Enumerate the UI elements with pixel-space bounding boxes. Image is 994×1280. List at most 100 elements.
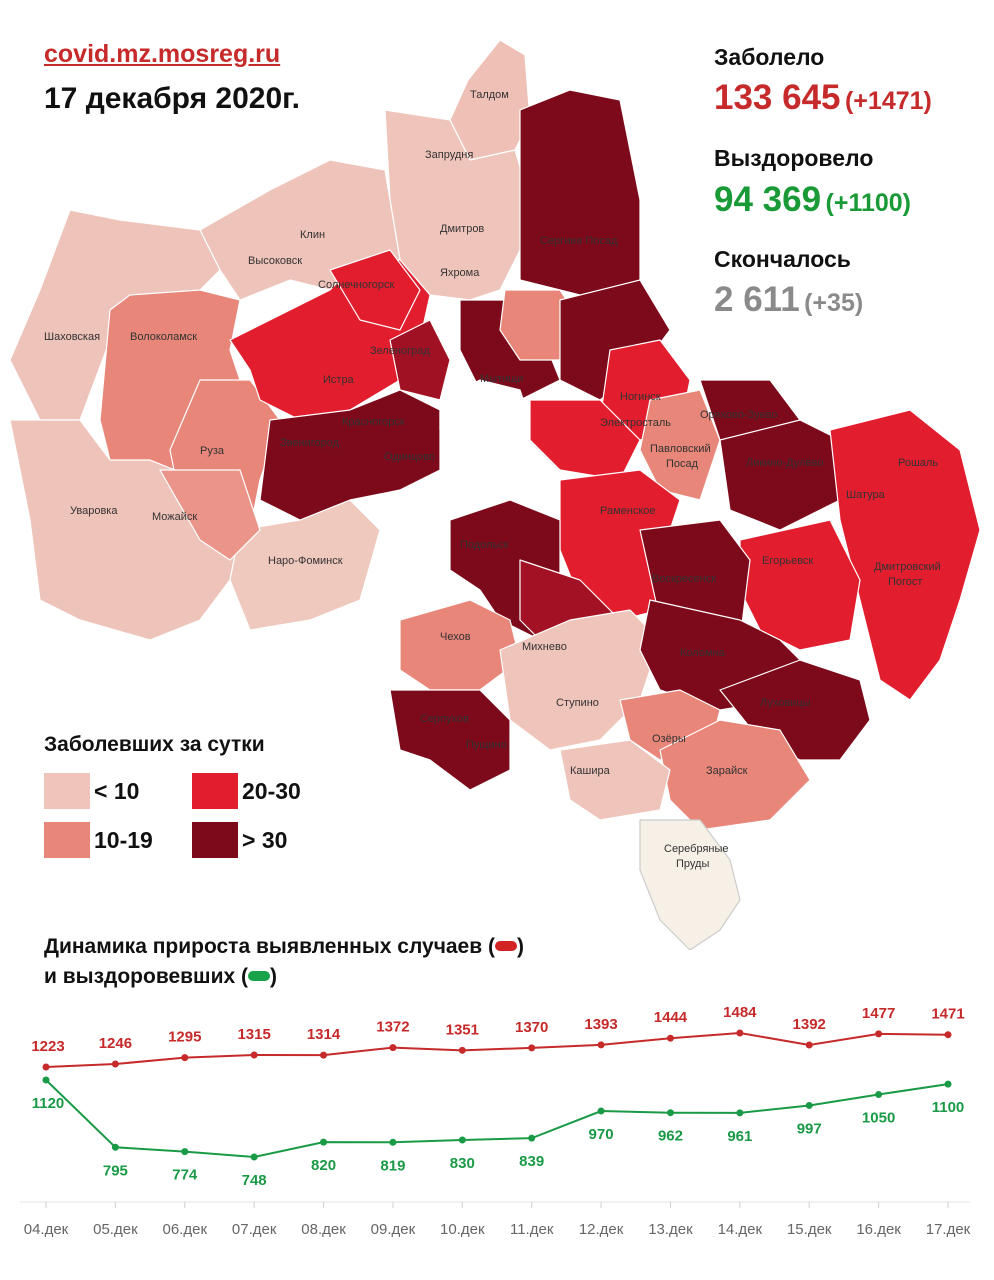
recovered-point xyxy=(111,1143,119,1151)
map-town-labels: Талдом Запрудня Клин Высоковск Дмитров Я… xyxy=(44,89,941,870)
cases-point xyxy=(250,1051,258,1059)
site-link[interactable]: covid.mz.mosreg.ru xyxy=(44,40,281,68)
legend-title: Заболевших за сутки xyxy=(44,733,265,756)
cases-data-label: 1372 xyxy=(376,1019,409,1036)
map-region-shatura xyxy=(829,409,981,701)
map-region-sergiev xyxy=(519,89,641,301)
green-series-marker-icon xyxy=(247,971,270,981)
cases-point xyxy=(389,1044,397,1052)
legend-label-lt10: < 10 xyxy=(94,778,140,804)
town-label: Зарайск xyxy=(706,765,748,777)
cases-data-label: 1477 xyxy=(862,1005,895,1022)
recovered-data-label: 819 xyxy=(380,1157,405,1174)
town-label: Дмитровский xyxy=(874,561,941,573)
chart-title-line1: Динамика прироста выявленных случаев ( xyxy=(44,935,495,958)
recovered-value: 94 369 xyxy=(714,180,822,219)
deceased-line: 2 611 (+35) xyxy=(714,280,863,320)
map-region-serpukhov xyxy=(389,689,511,791)
town-label: Клин xyxy=(300,229,325,241)
series-line-cases xyxy=(45,1031,949,1068)
x-tick-label: 06.дек xyxy=(163,1221,208,1238)
region-map: Талдом Запрудня Клин Высоковск Дмитров Я… xyxy=(0,30,994,951)
recovered-data-label: 795 xyxy=(103,1162,128,1179)
town-label: Озёры xyxy=(652,733,686,745)
town-label: Наро-Фоминск xyxy=(268,555,343,567)
x-tick-label: 13.дек xyxy=(648,1221,693,1238)
town-label: Ногинск xyxy=(620,391,661,403)
recovered-point xyxy=(805,1101,813,1109)
town-label: Ликино-Дулёво xyxy=(746,457,824,469)
cases-point xyxy=(944,1031,952,1039)
recovered-label: Выздоровело xyxy=(714,145,874,171)
legend-swatch-lt10 xyxy=(44,773,90,809)
series-line-recovered xyxy=(45,1079,949,1159)
recovered-data-label: 748 xyxy=(242,1172,267,1189)
town-label: Михнево xyxy=(522,641,567,653)
town-label: Высоковск xyxy=(248,255,302,267)
map-region-solnechnogorsk xyxy=(329,249,421,331)
town-label: Электросталь xyxy=(600,417,671,429)
cases-data-label: 1471 xyxy=(931,1006,964,1023)
town-label: Талдом xyxy=(470,89,509,101)
cases-data-label: 1370 xyxy=(515,1019,548,1036)
cases-data-label: 1315 xyxy=(237,1026,270,1043)
recovered-data-label: 830 xyxy=(450,1155,475,1172)
town-label: Серебряные xyxy=(664,843,729,855)
map-region-krasnogorsk xyxy=(389,319,451,401)
cases-data-label: 1223 xyxy=(31,1038,64,1055)
x-tick-label: 09.дек xyxy=(371,1221,416,1238)
legend-label-gt30: > 30 xyxy=(242,827,288,853)
recovered-data-label: 820 xyxy=(311,1157,336,1174)
legend-label-10-19: 10-19 xyxy=(94,827,153,853)
infected-line: 133 645 (+1471) xyxy=(714,78,932,118)
x-tick-label: 17.дек xyxy=(926,1221,971,1238)
deceased-delta: (+35) xyxy=(804,289,864,317)
town-label: Запрудня xyxy=(425,149,473,161)
recovered-data-label: 962 xyxy=(658,1128,683,1145)
cases-data-label: 1351 xyxy=(446,1021,479,1038)
town-label: Мытищи xyxy=(480,373,523,385)
recovered-point xyxy=(944,1080,952,1088)
x-tick-label: 05.дек xyxy=(93,1221,138,1238)
map-region-mozhaisk-strip xyxy=(159,469,261,561)
town-label: Уваровка xyxy=(70,505,118,517)
map-region-chekhov xyxy=(399,599,521,691)
chart-title-line2-end: ) xyxy=(269,965,277,988)
town-label: Ступино xyxy=(556,697,599,709)
cases-point xyxy=(597,1041,605,1049)
recovered-point xyxy=(320,1138,328,1146)
recovered-point xyxy=(666,1109,674,1117)
map-region-zaraysk xyxy=(659,719,811,831)
town-label: Раменское xyxy=(600,505,656,517)
recovered-data-label: 970 xyxy=(589,1126,614,1143)
town-label: Сергиев Посад xyxy=(540,235,618,247)
cases-point xyxy=(805,1041,813,1049)
cases-point xyxy=(736,1029,744,1037)
infected-value: 133 645 xyxy=(714,78,841,117)
recovered-point xyxy=(250,1153,258,1161)
x-tick-label: 04.дек xyxy=(24,1221,69,1238)
x-tick-label: 07.дек xyxy=(232,1221,277,1238)
recovered-data-label: 997 xyxy=(797,1120,822,1137)
recovered-point xyxy=(42,1076,50,1084)
cases-point xyxy=(666,1034,674,1042)
cases-point xyxy=(111,1060,119,1068)
legend-label-20-30: 20-30 xyxy=(242,778,301,804)
town-label: Руза xyxy=(200,445,225,457)
town-label: Луховицы xyxy=(760,697,811,709)
x-tick-label: 10.дек xyxy=(440,1221,485,1238)
cases-point xyxy=(458,1046,466,1054)
town-label: Пруды xyxy=(676,858,709,870)
red-series-marker-icon xyxy=(494,941,517,951)
town-label: Дмитров xyxy=(440,223,484,235)
recovered-point xyxy=(181,1148,189,1156)
town-label: Шатура xyxy=(846,489,886,501)
legend-swatch-gt30 xyxy=(192,822,238,858)
recovered-data-label: 1100 xyxy=(932,1099,965,1116)
recovered-data-label: 1050 xyxy=(862,1109,895,1126)
report-date: 17 декабря 2020г. xyxy=(44,82,300,115)
cases-data-label: 1246 xyxy=(99,1035,132,1052)
town-label: Звенигород xyxy=(280,437,340,449)
town-label: Шаховская xyxy=(44,331,100,343)
x-tick-label: 15.дек xyxy=(787,1221,832,1238)
